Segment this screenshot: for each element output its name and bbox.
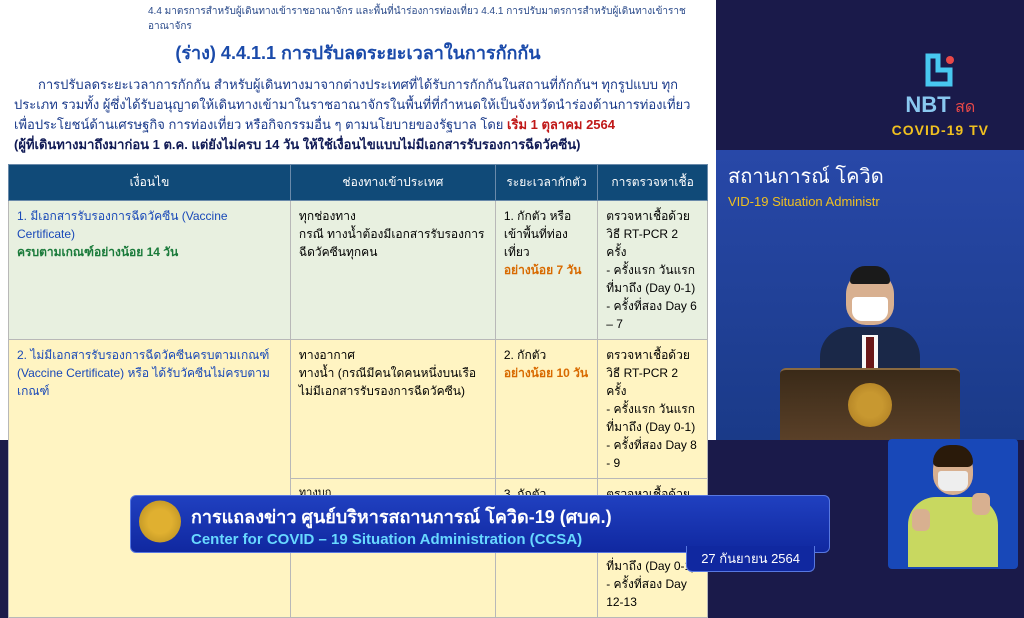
cell-test: ตรวจหาเชื้อด้วยวิธี RT-PCR 2 ครั้ง - ครั… xyxy=(598,200,708,339)
cond-sub: ครบตามเกณฑ์อย่างน้อย 14 วัน xyxy=(17,245,178,259)
period-days: อย่างน้อย 7 วัน xyxy=(504,263,582,277)
nbt-channel-logo: NBT สด COVID-19 TV xyxy=(892,50,989,138)
hand-icon xyxy=(972,493,990,515)
table-row: 1. มีเอกสารรับรองการฉีดวัคซีน (Vaccine C… xyxy=(9,200,708,339)
table-row: 2. ไม่มีเอกสารรับรองการฉีดวัคซีนครบตามเก… xyxy=(9,339,708,478)
nbt-brand: NBT xyxy=(905,92,950,117)
nbt-live-label: สด xyxy=(955,99,975,116)
interpreter-figure xyxy=(898,449,1008,569)
speaker-video-panel: สถานการณ์ โควิด VID-19 Situation Adminis… xyxy=(716,150,1024,440)
slide-breadcrumb: 4.4 มาตรการสำหรับผู้เดินทางเข้าราชอาณาจั… xyxy=(8,4,708,34)
banner-title-th: การแถลงข่าว ศูนย์บริหารสถานการณ์ โควิด-1… xyxy=(191,502,815,531)
cell-condition: 1. มีเอกสารรับรองการฉีดวัคซีน (Vaccine C… xyxy=(9,200,291,339)
nbt-mark-icon xyxy=(920,50,960,90)
cell-condition: 2. ไม่มีเอกสารรับรองการฉีดวัคซีนครบตามเก… xyxy=(9,339,291,617)
banner-emblem-icon xyxy=(139,500,181,542)
period-days: อย่างน้อย 10 วัน xyxy=(504,366,588,380)
period-text: 1. กักตัว หรือ เข้าพื้นที่ท่องเที่ยว xyxy=(504,209,571,259)
th-test: การตรวจหาเชื้อ xyxy=(598,164,708,200)
sign-language-panel xyxy=(888,439,1018,569)
channel-name: COVID-19 TV xyxy=(892,122,989,138)
period-text: 2. กักตัว xyxy=(504,348,546,362)
banner-date: 27 กันยายน 2564 xyxy=(686,546,815,572)
hand-icon xyxy=(912,509,930,531)
cell-entry: ทุกช่องทาง กรณี ทางน้ำต้องมีเอกสารรับรอง… xyxy=(290,200,495,339)
intro-text-2: (ผู้ที่เดินทางมาถึงมาก่อน 1 ต.ค. แต่ยังไ… xyxy=(14,137,581,152)
podium-emblem-icon xyxy=(848,383,892,427)
mask-icon xyxy=(938,471,968,491)
panel-title: สถานการณ์ โควิด xyxy=(716,150,1024,194)
speaker-head-icon xyxy=(846,270,894,325)
cond-main: 1. มีเอกสารรับรองการฉีดวัคซีน (Vaccine C… xyxy=(17,209,228,241)
th-period: ระยะเวลากักตัว xyxy=(495,164,597,200)
podium-scene xyxy=(716,240,1024,440)
slide-intro: การปรับลดระยะเวลาการกักกัน สำหรับผู้เดิน… xyxy=(8,75,708,156)
lower-third-banner: การแถลงข่าว ศูนย์บริหารสถานการณ์ โควิด-1… xyxy=(130,495,830,553)
th-condition: เงื่อนไข xyxy=(9,164,291,200)
table-header-row: เงื่อนไข ช่องทางเข้าประเทศ ระยะเวลากักตั… xyxy=(9,164,708,200)
interpreter-head-icon xyxy=(933,449,973,495)
cell-test: ตรวจหาเชื้อด้วยวิธี RT-PCR 2 ครั้ง - ครั… xyxy=(598,339,708,478)
cell-entry: ทางอากาศ ทางน้ำ (กรณีมีคนใดคนหนึ่งบนเรือ… xyxy=(290,339,495,478)
panel-subtitle: VID-19 Situation Administr xyxy=(716,194,1024,209)
intro-start-date: เริ่ม 1 ตุลาคม 2564 xyxy=(507,117,615,132)
presentation-slide: 4.4 มาตรการสำหรับผู้เดินทางเข้าราชอาณาจั… xyxy=(0,0,716,440)
cell-period: 1. กักตัว หรือ เข้าพื้นที่ท่องเที่ยว อย่… xyxy=(495,200,597,339)
mask-icon xyxy=(852,297,888,321)
slide-title: (ร่าง) 4.4.1.1 การปรับลดระยะเวลาในการกัก… xyxy=(8,38,708,67)
podium-icon xyxy=(780,368,960,440)
cell-period: 2. กักตัว อย่างน้อย 10 วัน xyxy=(495,339,597,478)
th-entry: ช่องทางเข้าประเทศ xyxy=(290,164,495,200)
